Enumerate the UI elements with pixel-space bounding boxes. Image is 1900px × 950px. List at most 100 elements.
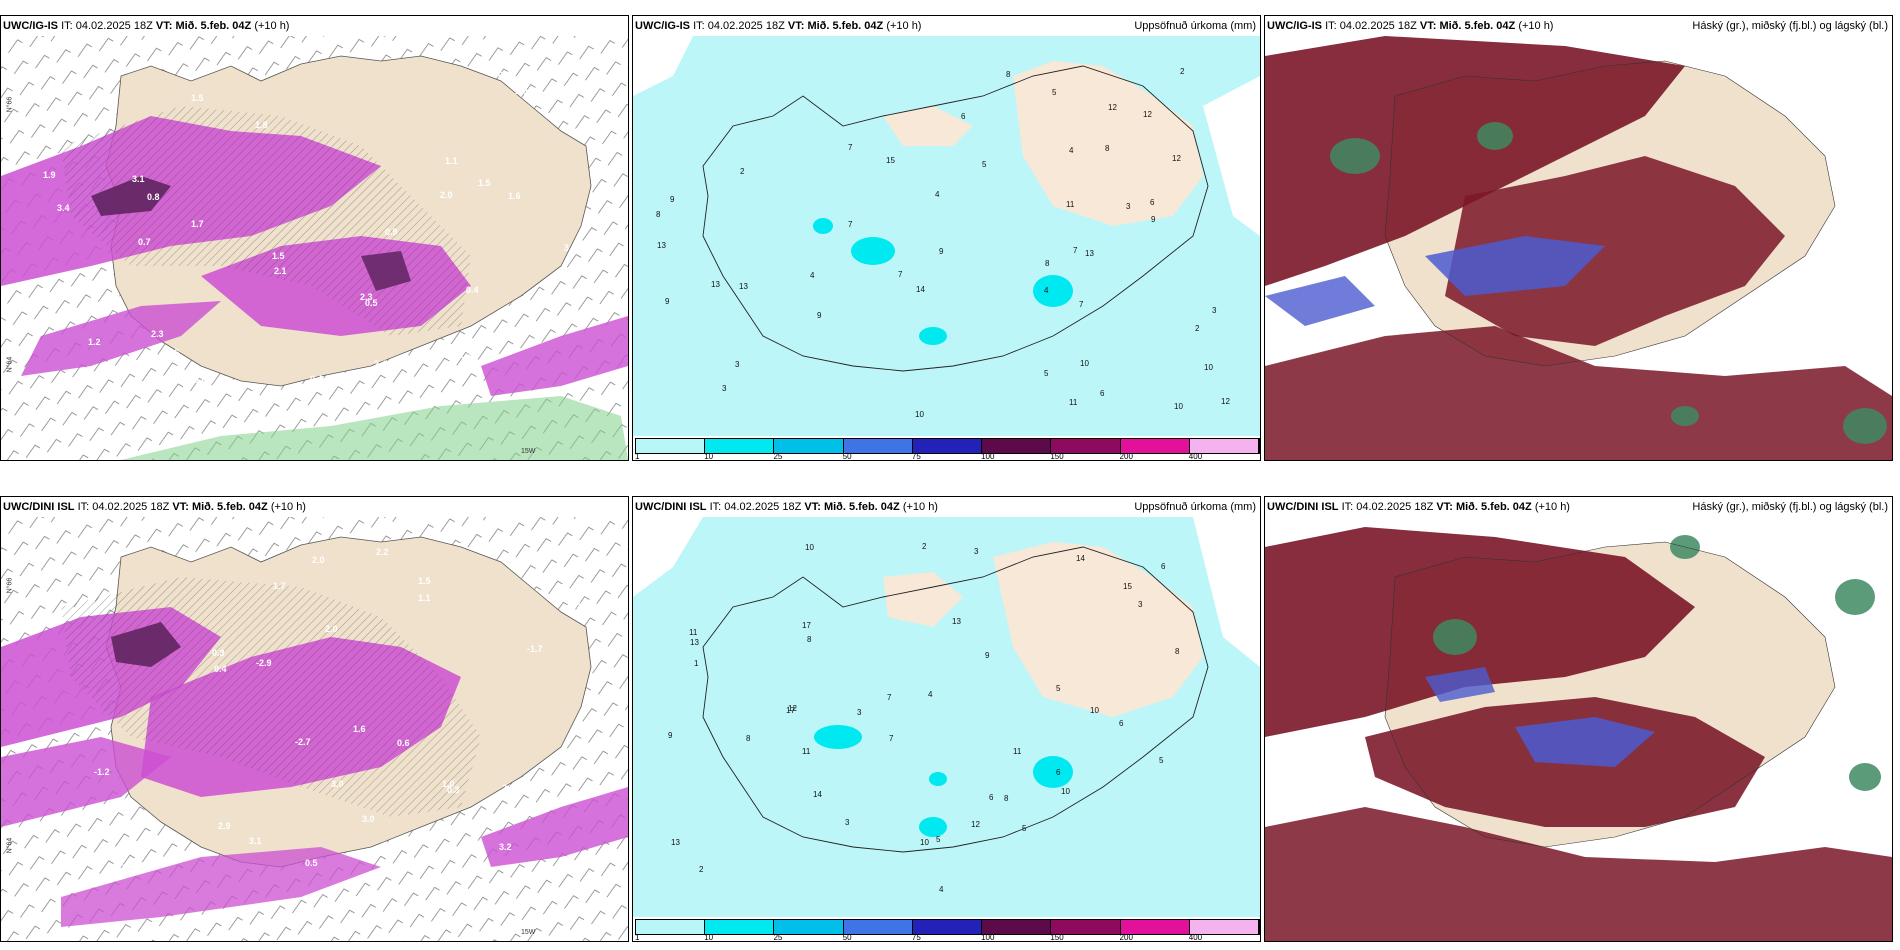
map-value-label: 2.9 [218,821,231,831]
dry-land-area [993,542,1203,717]
map-value-label: 4 [939,885,944,894]
legend-tick-label: 75 [911,452,921,461]
vt-label: VT: [1436,501,1453,513]
precip-band-3 [1,737,171,827]
map-value-label: 0.5 [305,858,318,868]
precip-band-east [481,787,628,867]
map-value-label: 7 [848,220,853,229]
precip-rate-map-svg [1,36,628,460]
map-value-label: 12 [788,704,797,713]
mid-cloud-blue-2 [1425,667,1495,702]
white-area-right [1193,517,1260,667]
map-value-label: 11 [1069,398,1078,407]
map-value-label: 2.3 [360,292,373,302]
vt-time: Mið. 5.feb. 04Z [807,20,884,32]
map-value-label: 1.8 [27,574,40,584]
map-value-label: 13 [711,280,720,289]
map-value-label: 8 [1006,70,1011,79]
map-value-label: 7 [889,734,894,743]
map-value-label: 9 [665,297,670,306]
it-label: IT: [1325,20,1337,32]
map-value-label: 0.6 [194,375,207,385]
map-area: 4 3 3 2 5 8 6 4 10 6 7 8 9 7 9 10 12 13 12 15 14 13 11 5 9 3 2 4 12 1… [633,36,1260,460]
white-area-left [633,517,703,597]
precip-rate-map-svg [1,517,628,941]
lat-label-64: N°64 [6,356,14,373]
legend-tick-label: 200 [1119,452,1133,461]
map-value-label: 1 [694,659,699,668]
legend-tick-label: 75 [911,933,921,942]
it-time: 04.02.2025 18Z [707,20,785,32]
it-label: IT: [693,20,705,32]
low-cloud-maroon-2 [1445,156,1785,346]
map-value-label: 3 [1126,202,1131,211]
precip-band-south [61,847,381,927]
map-value-label: 7 [887,693,892,702]
map-value-label: 1.5 [418,576,431,586]
map-value-label: 9 [985,651,990,660]
high-cloud-green-1 [1330,138,1380,174]
precip-max-2 [1033,756,1073,788]
precip-max-3 [1033,275,1073,307]
panel-cloud-bottom: UWC/DINI ISL IT: 04.02.2025 18Z VT: Mið.… [1264,496,1893,942]
map-value-label: 2.0 [440,190,453,200]
it-time: 04.02.2025 18Z [75,20,153,32]
map-value-label: 1.6 [353,724,366,734]
legend-swatch [1189,439,1259,453]
map-value-label: 6 [1056,768,1061,777]
map-value-label: 12 [1143,110,1152,119]
map-value-label: 10 [915,410,924,419]
map-value-label: 2 [1180,67,1185,76]
high-cloud-green-2 [1477,122,1513,150]
lat-label-66: N°66 [6,577,14,594]
map-value-label: 3 [1138,600,1143,609]
precip-band-east [481,316,628,396]
panel-header: UWC/IG-IS IT: 04.02.2025 18Z VT: Mið. 5.… [633,16,1260,36]
legend-tick-label: 100 [981,933,995,942]
map-value-label: 2 [699,865,704,874]
map-value-label: 10 [1061,787,1070,796]
mid-cloud-blue [1425,236,1605,296]
legend-tick-label: 10 [704,933,714,942]
precip-field [633,36,1260,460]
high-cloud-green-4 [1671,406,1699,426]
vt-time: Mið. 5.feb. 04Z [1455,501,1532,513]
dry-land-area [1013,61,1203,226]
map-value-label: 0.3 [212,648,225,658]
map-value-label: 9 [939,247,944,256]
hatch-region [61,577,481,817]
map-value-label: 15 [1123,582,1132,591]
legend-tick-label: 200 [1119,933,1133,942]
color-legend: 1 10 25 50 75 100 150 200 400 [633,917,1260,941]
map-value-label: 1.5 [478,178,491,188]
map-value-label: 3 [974,547,979,556]
precip-max-4 [919,327,947,345]
map-area [1265,36,1892,460]
map-value-label: 4 [1069,146,1074,155]
legend-tick-label: 50 [842,452,852,461]
map-value-label: 1.9 [410,837,423,847]
it-label: IT: [77,501,90,513]
dry-area-2 [883,572,963,627]
legend-swatch [774,920,844,934]
map-value-label: 3.0 [331,779,344,789]
legend-tick-label: 25 [773,452,783,461]
legend-tick-label: 25 [773,933,783,942]
map-value-label: 11 [802,747,811,756]
map-value-label: 2.3 [558,887,571,897]
precip-band-3 [21,301,221,376]
vt-time: Mið. 5.feb. 04Z [175,20,252,32]
hatch-region [61,106,471,336]
it-time: 04.02.2025 18Z [92,501,170,513]
map-value-label: 2.9 [502,783,515,793]
map-value-label: 1.9 [94,874,107,884]
model-name: UWC/DINI ISL [635,501,707,513]
map-area: 1.9 1.5 2.3 3.1 1.5 2.4 3.4 1.7 2.1 1.5 1.2 1.9 1.5 2… [1,36,628,460]
low-cloud-maroon-3 [1265,326,1892,460]
mid-cloud-blue [1515,717,1655,767]
map-value-label: 6 [989,793,994,802]
map-value-label: 3.4 [564,243,577,253]
precip-max-1 [851,237,895,265]
lead-time: (+10 h) [886,20,922,32]
map-value-label: -1.7 [527,644,543,654]
